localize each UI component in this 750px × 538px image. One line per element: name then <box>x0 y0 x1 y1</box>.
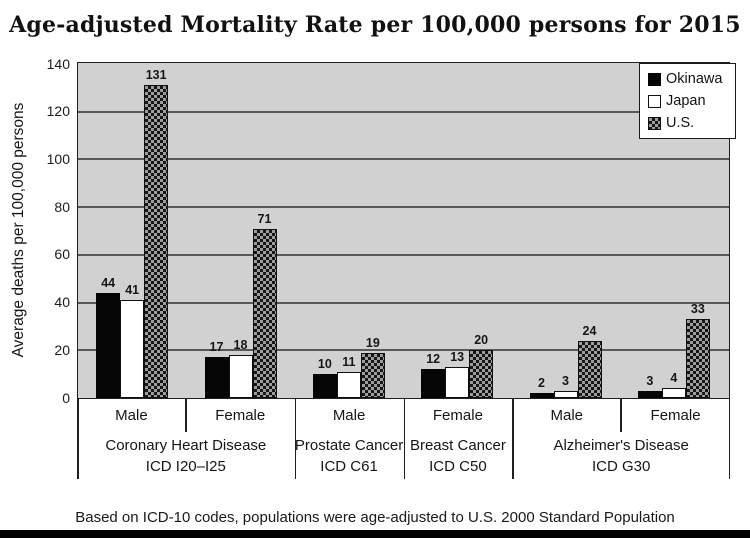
bar-japan <box>120 300 145 398</box>
x-group-divider <box>403 399 405 479</box>
bar-us <box>360 352 385 398</box>
legend-swatch-icon <box>648 94 661 108</box>
x-group-label-code: ICD C50 <box>429 457 487 475</box>
bar-japan <box>553 390 578 398</box>
gridline-y40 <box>78 301 729 304</box>
gridline-y80 <box>78 206 729 209</box>
x-sub-label: Female <box>432 407 483 424</box>
legend-item-okinawa: Okinawa <box>648 70 731 88</box>
bar-japan <box>445 367 470 398</box>
footer-note: Based on ICD-10 codes, populations were … <box>75 509 675 526</box>
bar-value-label: 44 <box>101 276 116 291</box>
y-tick-label: 140 <box>46 55 70 72</box>
legend-item-japan: Japan <box>648 92 731 110</box>
bar-value-label: 19 <box>365 335 380 350</box>
x-sub-label: Female <box>215 407 266 424</box>
y-tick-label: 100 <box>46 150 70 167</box>
bar-value-label: 10 <box>317 357 332 372</box>
x-sub-label: Male <box>332 407 366 424</box>
bar-japan <box>228 355 253 398</box>
y-axis: 0 20 40 60 80 100 120 140 <box>0 56 70 406</box>
bar-value-label: 20 <box>474 333 489 348</box>
legend: Okinawa Japan U.S. <box>639 63 736 139</box>
x-group-label: Coronary Heart Disease ICD I20–I25 <box>77 432 295 479</box>
bar-value-label: 71 <box>257 211 272 226</box>
x-axis-label-area: Male Female Male Female Male Female Coronary H… <box>77 399 730 479</box>
x-sub-label: Male <box>550 407 583 424</box>
bar-value-label: 41 <box>125 283 140 298</box>
bar-value-label: 13 <box>450 350 465 364</box>
y-tick-label: 40 <box>54 294 70 311</box>
bar-value-label: 3 <box>646 373 654 388</box>
x-sub-label: Female <box>650 407 701 424</box>
y-tick-label: 60 <box>54 246 70 263</box>
chart-title: Age-adjusted Mortality Rate per 100,000 … <box>9 12 741 38</box>
legend-item-us: U.S. <box>648 114 731 132</box>
x-subcategory-divider <box>620 399 622 432</box>
x-group-divider <box>512 399 514 479</box>
bar-okinawa <box>637 390 662 398</box>
bar-okinawa <box>421 369 446 398</box>
legend-swatch-icon <box>648 72 661 86</box>
x-group-label: Alzheimer's Disease ICD G30 <box>512 432 730 479</box>
legend-label: U.S. <box>666 115 695 131</box>
bar-okinawa <box>204 357 229 398</box>
y-tick-label: 0 <box>62 389 70 406</box>
plot-area: 44 41 131 17 18 71 10 11 19 12 13 20 2 3 24 3 4 33 <box>77 62 730 399</box>
gridline-y60 <box>78 253 729 256</box>
y-tick-label: 120 <box>46 103 70 120</box>
bar-value-label: 2 <box>538 376 545 391</box>
legend-swatch-icon <box>648 116 661 130</box>
x-group-label-name: Alzheimer's Disease <box>553 436 689 454</box>
bar-okinawa <box>96 293 121 398</box>
bar-us <box>469 350 494 398</box>
x-group-label-name: Prostate Cancer <box>294 436 404 454</box>
legend-label: Japan <box>666 93 706 109</box>
x-sub-label: Male <box>115 407 148 424</box>
y-tick-label: 20 <box>54 341 70 358</box>
bar-us <box>252 228 277 398</box>
bar-value-label: 3 <box>562 373 569 388</box>
bar-value-label: 4 <box>670 371 678 386</box>
x-group-label-name: Breast Cancer <box>409 436 506 454</box>
bar-value-label: 24 <box>582 323 597 338</box>
bar-value-label: 17 <box>209 340 224 355</box>
bar-japan <box>336 371 361 398</box>
bar-value-label: 12 <box>426 352 441 367</box>
x-group-label-code: ICD I20–I25 <box>145 457 226 475</box>
bar-japan <box>661 388 686 398</box>
bar-value-label: 11 <box>342 354 356 369</box>
x-group-label: Breast Cancer ICD C50 <box>404 432 513 479</box>
x-group-divider <box>77 399 79 479</box>
gridline-y100 <box>78 158 729 161</box>
bar-value-label: 131 <box>145 68 167 83</box>
bar-value-label: 33 <box>690 302 705 317</box>
x-group-label-code: ICD G30 <box>591 457 651 475</box>
x-group-label-name: Coronary Heart Disease <box>105 436 267 454</box>
gridline-y20 <box>78 349 729 352</box>
x-group-label: Prostate Cancer ICD C61 <box>295 432 404 479</box>
gridline-y120 <box>78 110 729 113</box>
bar-us <box>144 85 169 398</box>
legend-label: Okinawa <box>666 71 723 87</box>
x-subcategory-divider <box>185 399 187 432</box>
x-group-divider <box>294 399 297 479</box>
bar-us <box>685 319 710 398</box>
x-group-label-code: ICD C61 <box>320 457 378 475</box>
bar-us <box>577 340 602 398</box>
bar-value-label: 18 <box>233 338 248 353</box>
bar-okinawa <box>529 393 554 398</box>
x-group-divider <box>728 399 730 479</box>
bar-okinawa <box>312 374 337 398</box>
y-tick-label: 80 <box>54 198 70 215</box>
bottom-black-bar <box>0 530 750 538</box>
